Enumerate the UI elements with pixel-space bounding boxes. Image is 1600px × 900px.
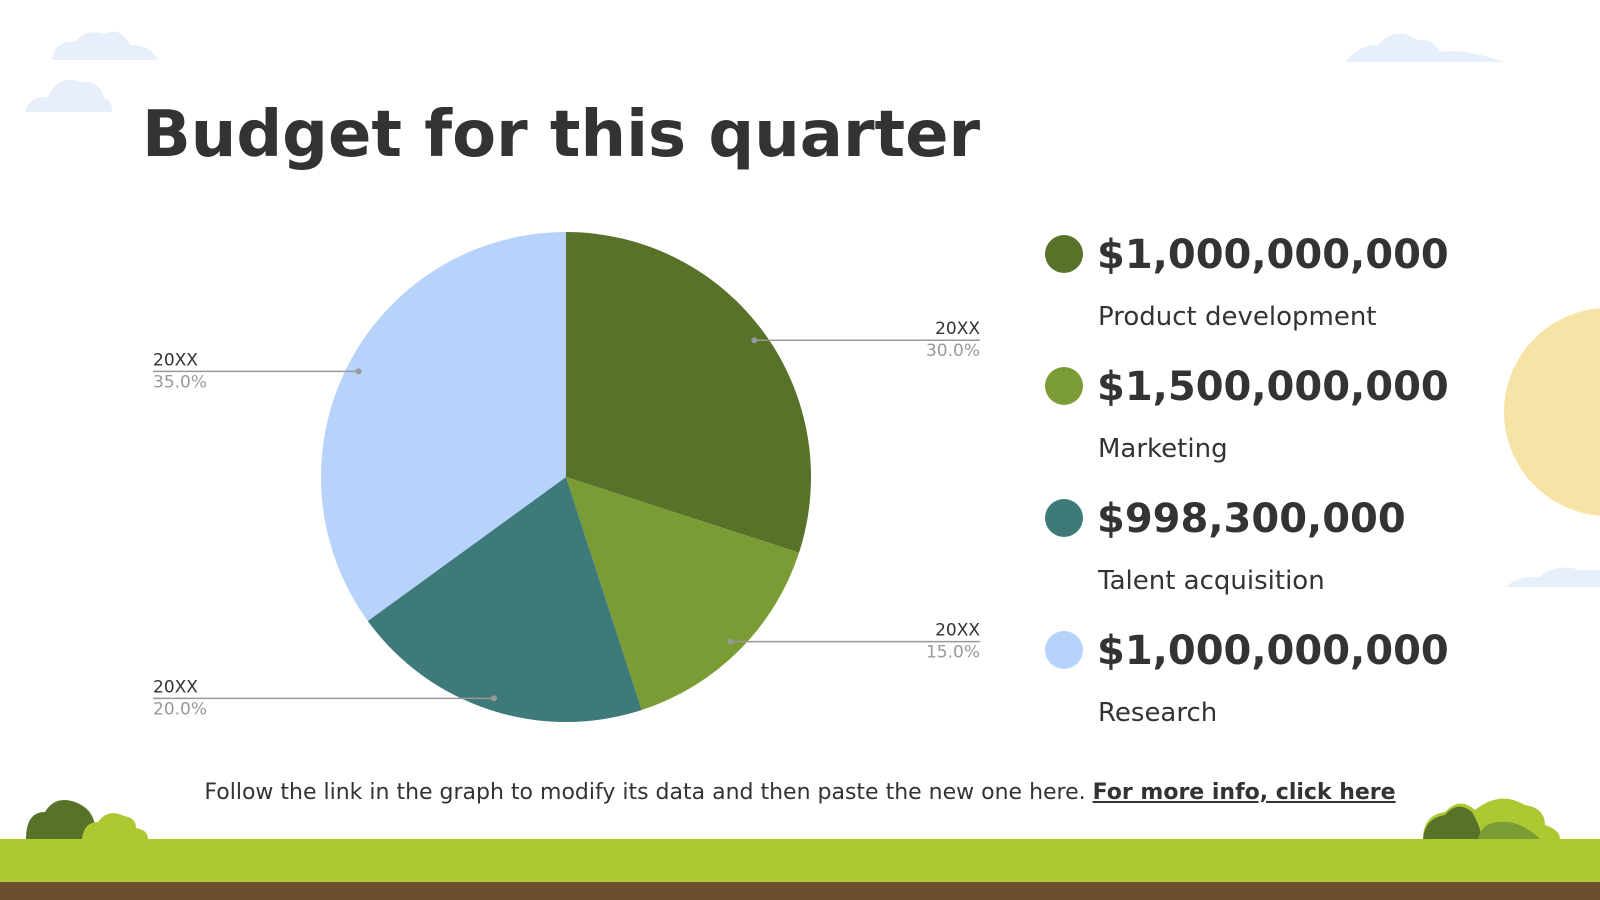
slice-percent: 35.0% [153, 372, 207, 392]
legend-label: Talent acquisition [1097, 566, 1325, 596]
grass [0, 839, 1600, 882]
decorations [0, 31, 1600, 900]
ground [0, 882, 1600, 900]
slice-category: 20XX [153, 677, 198, 697]
slice-category: 20XX [935, 319, 980, 339]
pie-slice [566, 477, 800, 711]
slice-percent: 15.0% [926, 643, 980, 663]
sun [1504, 308, 1600, 516]
chart-title: Budget for this quarter [142, 98, 981, 172]
legend-label: Research [1098, 698, 1217, 728]
pie-slice [321, 232, 566, 622]
leader-dot [751, 337, 758, 344]
info-link[interactable]: For more info, click here [1092, 780, 1396, 805]
legend-swatch [1045, 499, 1083, 537]
footer-text: Follow the link in the graph to modify i… [204, 780, 1086, 805]
legend-swatch [1045, 235, 1083, 273]
cloud [52, 31, 158, 60]
cloud [25, 79, 112, 112]
legend-label: Product development [1098, 302, 1377, 332]
legend-amount: $1,000,000,000 [1097, 232, 1449, 278]
leader-dot [727, 638, 734, 645]
slice-category: 20XX [153, 350, 198, 370]
bush [82, 813, 148, 839]
legend-swatch [1045, 367, 1083, 405]
pie-slice [367, 477, 642, 722]
cloud [1345, 33, 1504, 62]
slice-percent: 30.0% [926, 341, 980, 361]
bush [1423, 806, 1482, 839]
bush [1478, 821, 1540, 839]
legend-label: Marketing [1098, 434, 1228, 464]
cloud [1505, 567, 1600, 587]
legend-amount: $1,000,000,000 [1097, 628, 1449, 674]
legend-swatch [1045, 631, 1083, 669]
pie-slice [566, 232, 812, 553]
legend-amount: $998,300,000 [1097, 496, 1406, 542]
leader-dot [491, 695, 498, 702]
footer: Follow the link in the graph to modify i… [0, 780, 1600, 805]
leader-dot [355, 368, 362, 375]
slice-category: 20XX [935, 621, 980, 641]
slice-percent: 20.0% [153, 699, 207, 719]
legend-amount: $1,500,000,000 [1097, 364, 1449, 410]
